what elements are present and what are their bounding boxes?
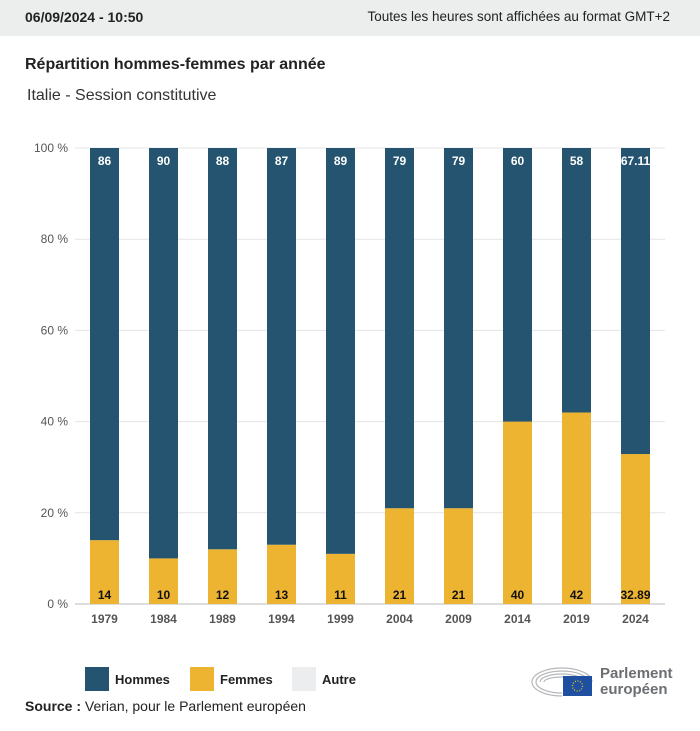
- chart-title: Répartition hommes-femmes par année: [25, 56, 326, 73]
- source-label: Source :: [25, 698, 82, 714]
- x-tick-label: 2009: [445, 612, 472, 626]
- y-tick-label: 60 %: [41, 323, 69, 337]
- data-label: 10: [157, 588, 171, 602]
- bar-hommes: [149, 148, 178, 559]
- data-label: 13: [275, 588, 289, 602]
- bar-hommes: [562, 148, 591, 413]
- bar-hommes: [326, 148, 355, 554]
- bar-hommes: [621, 148, 650, 455]
- bar-hommes: [444, 148, 473, 509]
- legend-label: Autre: [322, 671, 356, 687]
- data-label: 89: [334, 154, 348, 168]
- data-label: 60: [511, 154, 525, 168]
- legend-hommes: Hommes: [85, 667, 170, 691]
- x-tick-label: 2004: [386, 612, 413, 626]
- legend-swatch-hommes: [85, 667, 109, 691]
- bar-femmes: [562, 412, 591, 604]
- bar-hommes: [503, 148, 532, 422]
- source: Source : Verian, pour le Parlement europ…: [25, 698, 306, 714]
- data-label: 58: [570, 154, 584, 168]
- legend-femmes: Femmes: [190, 667, 273, 691]
- data-label: 42: [570, 588, 584, 602]
- bar-femmes: [326, 553, 355, 604]
- data-label: 90: [157, 154, 171, 168]
- legend-autre: Autre: [292, 667, 356, 691]
- legend-label: Femmes: [220, 671, 273, 687]
- bar-chart: 0 % 20 % 40 % 60 % 80 % 100 % 14 86 1979 10 90 1984…: [34, 141, 665, 626]
- y-tick-label: 0 %: [47, 597, 68, 611]
- bar-hommes: [90, 148, 119, 541]
- legend-swatch-femmes: [190, 667, 214, 691]
- bar-hommes: [385, 148, 414, 509]
- bar-femmes: [385, 508, 414, 604]
- bar-femmes: [503, 421, 532, 604]
- bar-hommes: [208, 148, 237, 550]
- chart-subtitle: Italie - Session constitutive: [27, 87, 217, 104]
- bar-femmes: [208, 549, 237, 604]
- x-tick-label: 1989: [209, 612, 236, 626]
- data-label: 88: [216, 154, 230, 168]
- data-label: 79: [452, 154, 466, 168]
- bar-femmes: [149, 558, 178, 604]
- logo-line1: Parlement: [600, 665, 673, 682]
- legend-label: Hommes: [115, 671, 170, 687]
- logo-line2: européen: [600, 681, 668, 698]
- data-label: 21: [393, 588, 407, 602]
- x-tick-label: 1999: [327, 612, 354, 626]
- y-tick-label: 80 %: [41, 232, 69, 246]
- bar-femmes: [90, 540, 119, 604]
- x-tick-label: 1994: [268, 612, 295, 626]
- timezone-note: Toutes les heures sont affichées au form…: [367, 9, 670, 24]
- data-label: 86: [98, 154, 112, 168]
- data-label: 21: [452, 588, 466, 602]
- y-tick-label: 100 %: [34, 141, 68, 155]
- y-tick-label: 40 %: [41, 415, 69, 429]
- data-label: 87: [275, 154, 289, 168]
- y-tick-label: 20 %: [41, 506, 69, 520]
- data-label: 14: [98, 588, 112, 602]
- bar-femmes: [444, 508, 473, 604]
- data-label: 32.89: [620, 588, 650, 602]
- timestamp: 06/09/2024 - 10:50: [25, 9, 144, 25]
- data-label: 40: [511, 588, 525, 602]
- x-tick-label: 2014: [504, 612, 531, 626]
- x-tick-label: 1984: [150, 612, 177, 626]
- x-tick-label: 2024: [622, 612, 649, 626]
- data-label: 67.11: [621, 154, 651, 168]
- bar-femmes: [267, 544, 296, 604]
- data-label: 12: [216, 588, 230, 602]
- data-label: 79: [393, 154, 407, 168]
- parliament-logo-icon: [531, 667, 593, 697]
- source-text: Verian, pour le Parlement européen: [84, 698, 306, 714]
- bar-femmes: [621, 454, 650, 604]
- data-label: 11: [334, 588, 347, 602]
- logo-text: Parlement européen: [600, 666, 673, 698]
- x-tick-label: 2019: [563, 612, 590, 626]
- legend-swatch-autre: [292, 667, 316, 691]
- bar-hommes: [267, 148, 296, 545]
- x-tick-label: 1979: [91, 612, 118, 626]
- top-bar: 06/09/2024 - 10:50 Toutes les heures son…: [0, 0, 700, 36]
